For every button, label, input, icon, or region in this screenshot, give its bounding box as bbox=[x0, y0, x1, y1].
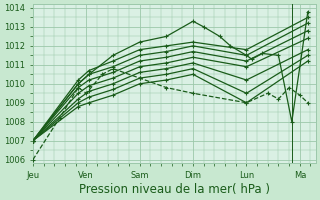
X-axis label: Pression niveau de la mer( hPa ): Pression niveau de la mer( hPa ) bbox=[79, 183, 270, 196]
